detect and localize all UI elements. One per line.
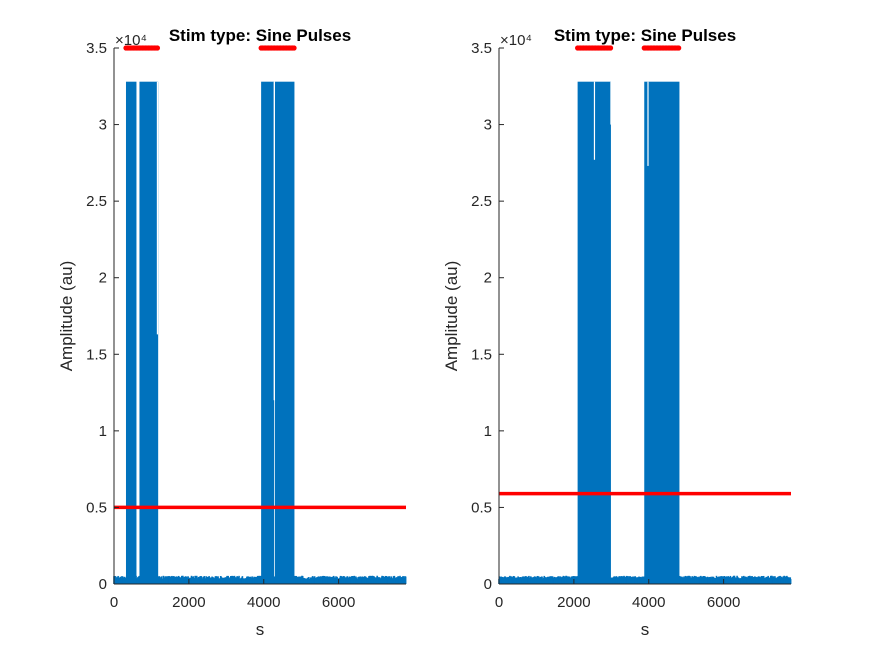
chart-title: Stim type: Sine Pulses bbox=[169, 26, 351, 45]
stim-marker bbox=[676, 45, 682, 51]
y-tick-label: 0.5 bbox=[86, 499, 107, 516]
right-axes: 0 0.5 1 1.5 2 2.5 3 3.5 0 2000 4000 6000 ×10⁴ Stim ty… bbox=[442, 26, 792, 639]
left-axes: 0 0.5 1 1.5 2 2.5 3 3.5 0 2000 4000 6000 ×10⁴ Stim ty… bbox=[57, 26, 407, 639]
y-tick-label: 3 bbox=[484, 117, 492, 134]
stim-marker bbox=[154, 45, 161, 51]
burst-0 bbox=[125, 81, 137, 584]
y-tick-label: 3.5 bbox=[471, 40, 492, 57]
y-tick-label: 0 bbox=[484, 576, 492, 593]
x-axis-label: s bbox=[256, 620, 265, 639]
x-tick-label: 0 bbox=[110, 594, 118, 611]
stim-marker bbox=[607, 45, 614, 51]
stim-marker bbox=[291, 45, 297, 51]
y-tick-label: 3 bbox=[99, 117, 107, 134]
stim-markers bbox=[123, 45, 297, 51]
y-tick-label: 1.5 bbox=[86, 346, 107, 363]
y-exponent-label: ×10⁴ bbox=[115, 32, 147, 49]
y-tick-label: 1 bbox=[484, 423, 492, 440]
y-tick-label: 0.5 bbox=[471, 499, 492, 516]
x-tick-label: 2000 bbox=[557, 594, 590, 611]
y-exponent-label: ×10⁴ bbox=[500, 32, 532, 49]
y-axis-label: Amplitude (au) bbox=[442, 261, 461, 372]
x-tick-label: 4000 bbox=[632, 594, 665, 611]
y-tick-label: 2 bbox=[99, 270, 107, 287]
y-tick-label: 1 bbox=[99, 423, 107, 440]
x-tick-label: 6000 bbox=[707, 594, 740, 611]
y-tick-label: 0 bbox=[99, 576, 107, 593]
chart-title: Stim type: Sine Pulses bbox=[554, 26, 736, 45]
x-tick-label: 6000 bbox=[322, 594, 355, 611]
burst-1 bbox=[644, 81, 680, 584]
y-tick-label: 3.5 bbox=[86, 40, 107, 57]
burst-0 bbox=[577, 81, 611, 584]
burst-2 bbox=[261, 81, 275, 584]
y-tick-label: 2 bbox=[484, 270, 492, 287]
x-tick-label: 2000 bbox=[172, 594, 205, 611]
burst-3 bbox=[274, 81, 295, 584]
y-tick-label: 1.5 bbox=[471, 346, 492, 363]
y-tick-label: 2.5 bbox=[86, 193, 107, 210]
x-axis-label: s bbox=[641, 620, 650, 639]
stim-markers bbox=[575, 45, 682, 51]
x-tick-label: 4000 bbox=[247, 594, 280, 611]
x-tick-label: 0 bbox=[495, 594, 503, 611]
y-axis-label: Amplitude (au) bbox=[57, 261, 76, 372]
y-tick-label: 2.5 bbox=[471, 193, 492, 210]
burst-1 bbox=[139, 81, 159, 584]
